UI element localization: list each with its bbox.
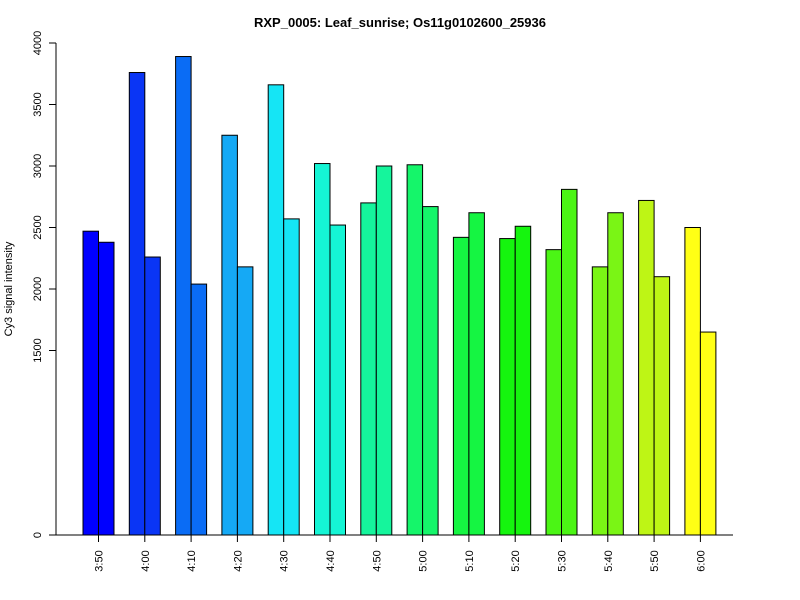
bars-group bbox=[82, 56, 717, 536]
y-ticks-group: 0 1500 2000 2500 3000 3500 4000 bbox=[32, 31, 56, 538]
bar-430-1 bbox=[267, 84, 285, 536]
bar-350-2 bbox=[98, 241, 115, 536]
bar-600-1 bbox=[684, 227, 701, 536]
bar-400-1 bbox=[128, 72, 146, 536]
bar-510-2 bbox=[468, 212, 485, 536]
bar-400-2 bbox=[144, 256, 161, 536]
y-tick-label: 3500 bbox=[32, 92, 44, 116]
bar-530-2 bbox=[561, 188, 578, 536]
x-tick-label: 4:10 bbox=[186, 550, 198, 571]
bar-420-1 bbox=[221, 134, 238, 536]
y-tick-label: 4000 bbox=[32, 31, 44, 55]
y-axis-label: Cy3 signal intensity bbox=[3, 241, 15, 336]
y-tick-label: 2000 bbox=[32, 277, 44, 301]
bar-450-1 bbox=[360, 202, 377, 536]
bar-440-2 bbox=[329, 224, 346, 536]
bar-500-1 bbox=[406, 164, 424, 536]
x-tick-label: 4:20 bbox=[232, 550, 244, 571]
y-tick-label: 0 bbox=[32, 532, 44, 538]
x-tick-label: 5:00 bbox=[418, 550, 430, 571]
bar-440-1 bbox=[314, 163, 331, 536]
bar-550-1 bbox=[638, 199, 655, 536]
y-tick-label: 3000 bbox=[32, 154, 44, 178]
bar-410-2 bbox=[190, 283, 208, 536]
bar-430-2 bbox=[283, 218, 300, 536]
y-tick-label: 2500 bbox=[32, 215, 44, 239]
x-tick-label: 5:40 bbox=[603, 550, 615, 571]
x-tick-label: 5:50 bbox=[649, 550, 661, 571]
bar-600-2 bbox=[699, 331, 717, 536]
bar-520-1 bbox=[499, 238, 516, 536]
bar-520-2 bbox=[514, 225, 532, 536]
bar-530-1 bbox=[545, 249, 562, 536]
x-tick-label: 4:00 bbox=[140, 550, 152, 571]
bar-500-2 bbox=[422, 206, 439, 536]
chart-title: RXP_0005: Leaf_sunrise; Os11g0102600_259… bbox=[254, 15, 546, 30]
bar-540-1 bbox=[591, 266, 609, 536]
bar-410-1 bbox=[175, 56, 192, 536]
x-tick-label: 6:00 bbox=[695, 550, 707, 571]
bar-420-2 bbox=[236, 266, 254, 536]
x-tick-label: 5:20 bbox=[510, 550, 522, 571]
bar-450-2 bbox=[375, 165, 393, 536]
y-tick-label: 1500 bbox=[32, 338, 44, 362]
x-tick-label: 3:50 bbox=[94, 550, 106, 571]
bar-550-2 bbox=[653, 276, 671, 536]
x-ticks-group: 3:50 4:00 4:10 4:20 4:30 4:40 4:50 5:00 5:10 5:20… bbox=[94, 535, 707, 572]
x-tick-label: 5:30 bbox=[557, 550, 569, 571]
bar-510-1 bbox=[452, 236, 470, 536]
x-tick-label: 4:40 bbox=[325, 550, 337, 571]
x-tick-label: 4:50 bbox=[371, 550, 383, 571]
x-tick-label: 5:10 bbox=[464, 550, 476, 571]
bar-540-2 bbox=[607, 212, 624, 536]
bar-350-1 bbox=[82, 230, 99, 536]
x-tick-label: 4:30 bbox=[279, 550, 291, 571]
